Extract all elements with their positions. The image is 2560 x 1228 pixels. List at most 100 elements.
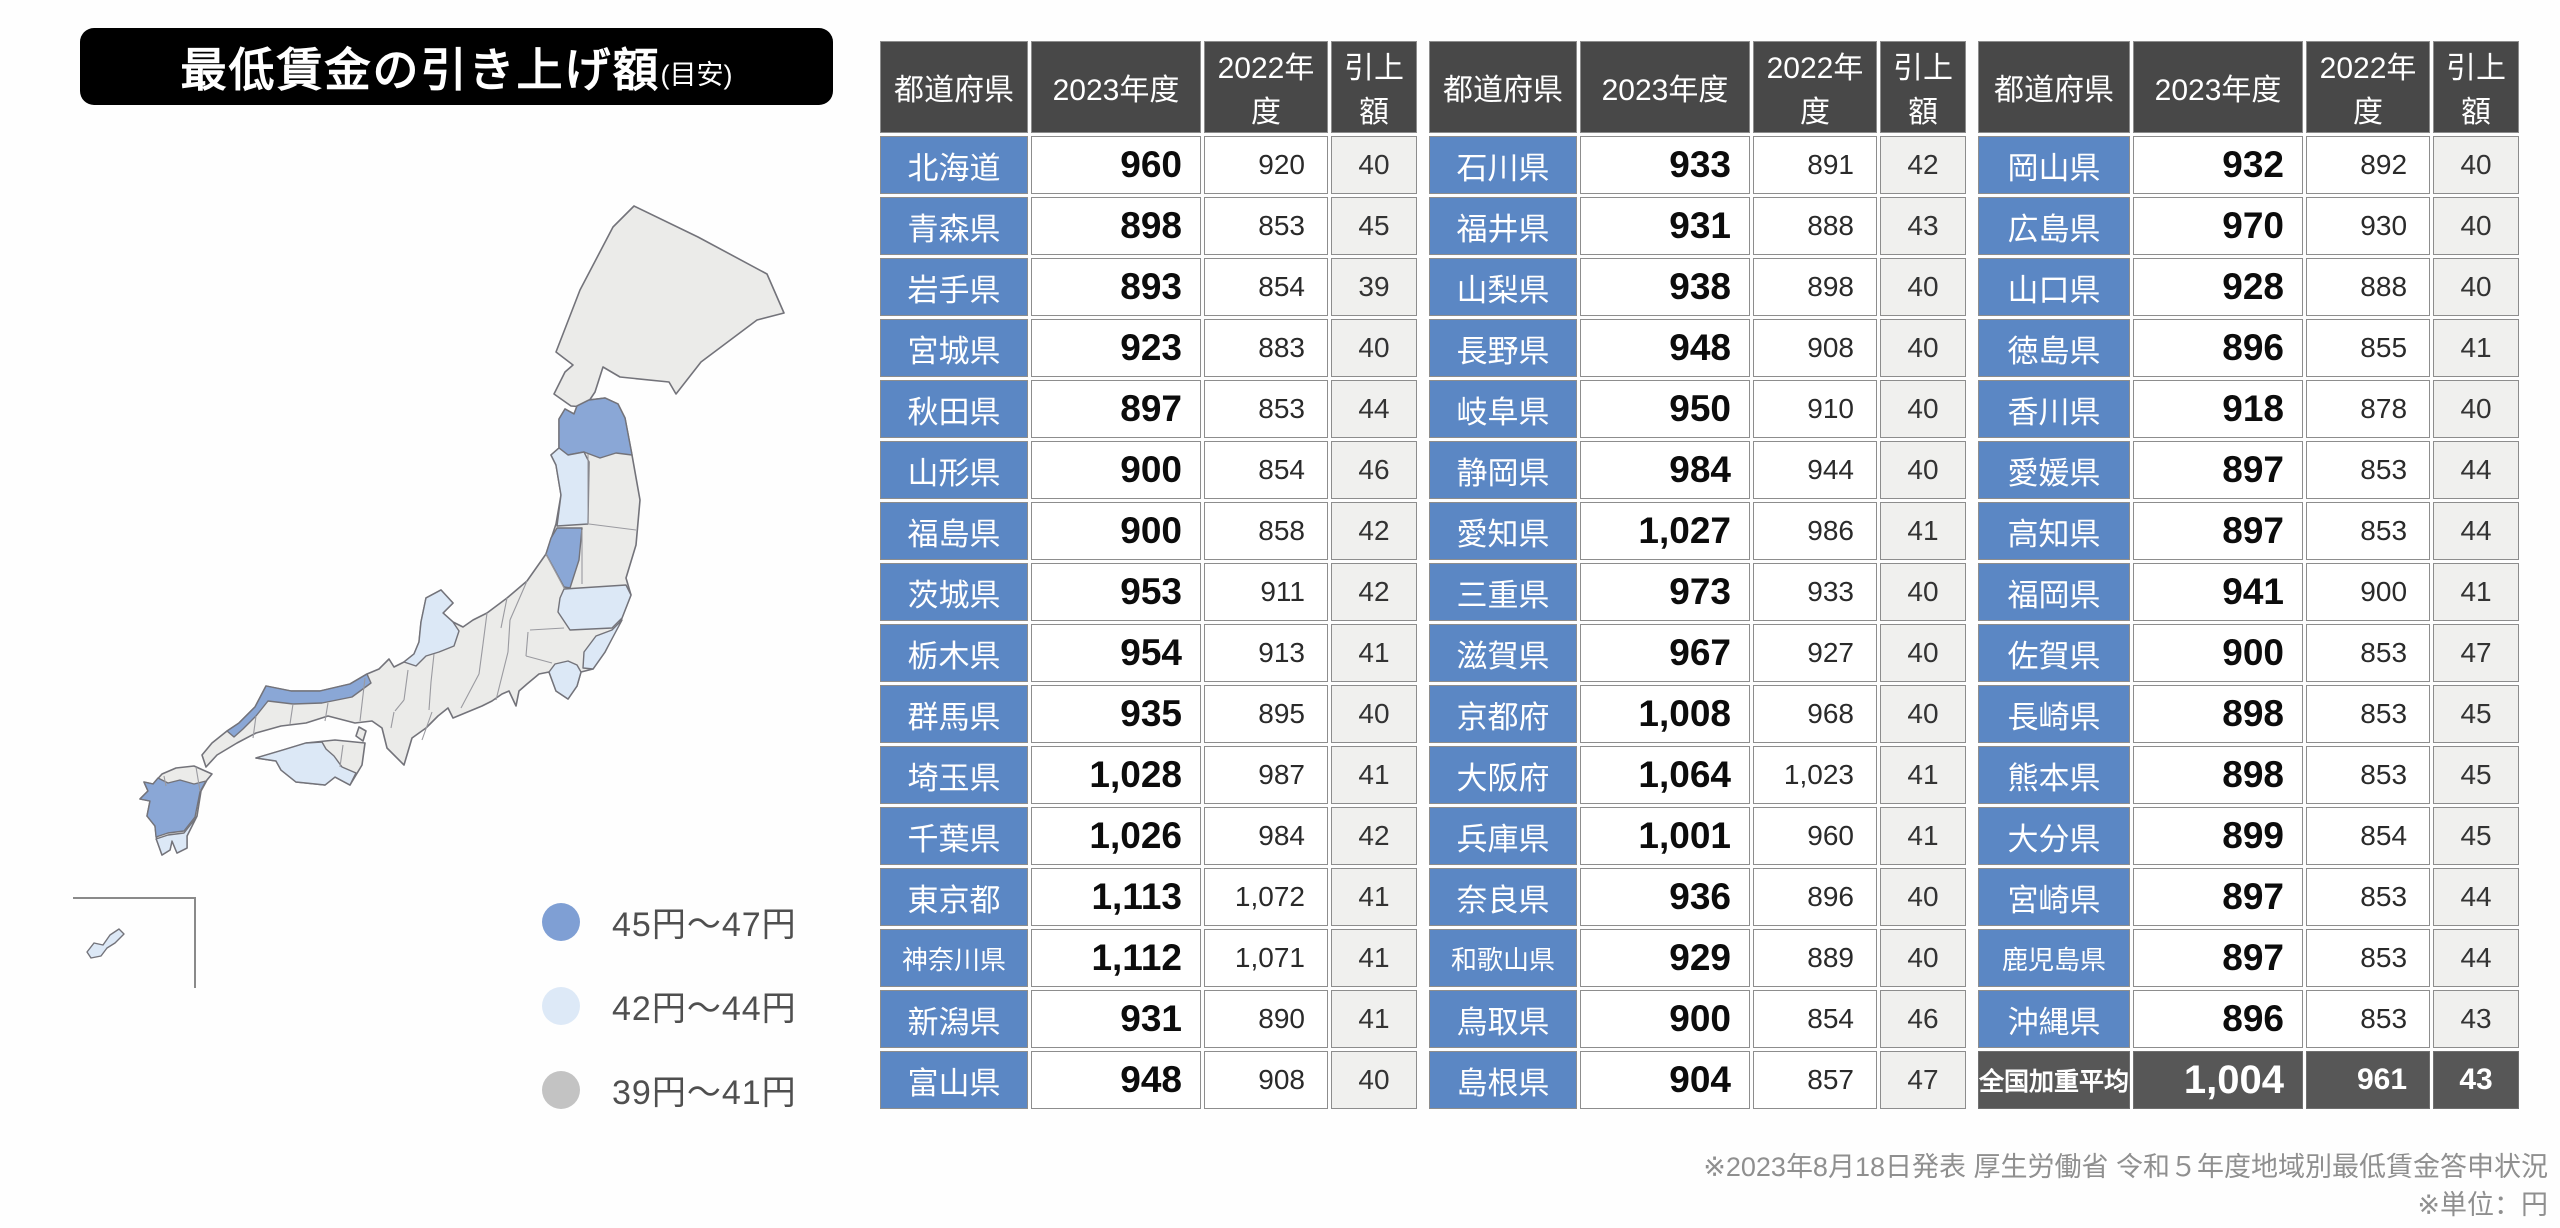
wage-2022-cell: 853	[1204, 197, 1328, 255]
prefecture-cell: 大分県	[1978, 807, 2131, 865]
prefecture-cell: 三重県	[1429, 563, 1577, 621]
increase-cell: 40	[1880, 624, 1966, 682]
wage-2022-cell: 888	[2306, 258, 2431, 316]
header-row: 都道府県 2023年度 2022年度 引上額	[1429, 41, 1966, 133]
wage-2022-cell: 853	[2306, 685, 2431, 743]
wage-2022-cell: 986	[1753, 502, 1877, 560]
prefecture-cell: 福岡県	[1978, 563, 2131, 621]
prefecture-cell: 熊本県	[1978, 746, 2131, 804]
wage-2022-cell: 927	[1753, 624, 1877, 682]
column-header: 都道府県	[880, 41, 1028, 133]
prefecture-cell: 岡山県	[1978, 136, 2131, 194]
legend-label: 45円〜47円	[612, 906, 797, 944]
wage-2022-cell: 910	[1753, 380, 1877, 438]
prefecture-cell: 長崎県	[1978, 685, 2131, 743]
japan-map-svg	[73, 205, 785, 988]
wage-2022-cell: 968	[1753, 685, 1877, 743]
prefecture-cell: 島根県	[1429, 1051, 1577, 1109]
table-row: 愛知県 1,027 986 41	[1429, 502, 1966, 560]
wage-2022-cell: 944	[1753, 441, 1877, 499]
increase-cell: 47	[2433, 624, 2520, 682]
source-note: ※2023年8月18日発表 厚生労働省 令和５年度地域別最低賃金答申状況 ※単位…	[1703, 1148, 2548, 1224]
wage-2023-cell: 928	[2133, 258, 2304, 316]
prefecture-cell: 神奈川県	[880, 929, 1028, 987]
prefecture-cell: 佐賀県	[1978, 624, 2131, 682]
increase-cell: 44	[2433, 502, 2520, 560]
column-header: 都道府県	[1978, 41, 2131, 133]
wage-2022-cell: 960	[1753, 807, 1877, 865]
map-region-chiba	[548, 660, 582, 700]
wage-2022-cell: 898	[1753, 258, 1877, 316]
increase-cell: 40	[1880, 929, 1966, 987]
prefecture-cell: 群馬県	[880, 685, 1028, 743]
wage-2022-cell: 888	[1753, 197, 1877, 255]
table-row: 東京都 1,113 1,072 41	[880, 868, 1417, 926]
wage-2023-cell: 896	[2133, 990, 2304, 1048]
increase-cell: 41	[1880, 502, 1966, 560]
increase-cell: 41	[1331, 746, 1417, 804]
wage-2023-cell: 897	[2133, 929, 2304, 987]
increase-cell: 41	[1880, 746, 1966, 804]
table-row: 島根県 904 857 47	[1429, 1051, 1966, 1109]
table-row: 佐賀県 900 853 47	[1978, 624, 2520, 682]
table-row: 沖縄県 896 853 43	[1978, 990, 2520, 1048]
table-row: 鳥取県 900 854 46	[1429, 990, 1966, 1048]
wage-2023-cell: 967	[1580, 624, 1750, 682]
prefecture-cell: 大阪府	[1429, 746, 1577, 804]
legend-label: 39円〜41円	[612, 1074, 797, 1112]
wage-2023-cell: 941	[2133, 563, 2304, 621]
prefecture-cell: 富山県	[880, 1051, 1028, 1109]
table-row: 茨城県 953 911 42	[880, 563, 1417, 621]
increase-cell: 40	[1880, 868, 1966, 926]
table-row: 宮城県 923 883 40	[880, 319, 1417, 377]
prefecture-cell: 新潟県	[880, 990, 1028, 1048]
prefecture-cell: 兵庫県	[1429, 807, 1577, 865]
wage-2022-cell: 900	[2306, 563, 2431, 621]
header-row: 都道府県 2023年度 2022年度 引上額	[1978, 41, 2520, 133]
wage-2022-cell: 889	[1753, 929, 1877, 987]
increase-cell: 40	[1331, 1051, 1417, 1109]
table-row: 広島県 970 930 40	[1978, 197, 2520, 255]
prefecture-cell: 宮城県	[880, 319, 1028, 377]
table-row: 埼玉県 1,028 987 41	[880, 746, 1417, 804]
map-region-ibaraki	[582, 619, 623, 670]
map-region-ehime-kochi	[255, 741, 357, 786]
page-title: 最低賃金の引き上げ額 (目安)	[80, 28, 833, 105]
increase-cell: 44	[2433, 868, 2520, 926]
legend-color-dot	[542, 986, 580, 1025]
prefecture-cell: 秋田県	[880, 380, 1028, 438]
wage-2023-cell: 898	[1031, 197, 1201, 255]
header-row: 都道府県 2023年度 2022年度 引上額	[880, 41, 1417, 133]
column-header: 引上額	[1331, 41, 1417, 133]
increase-cell: 41	[1331, 624, 1417, 682]
prefecture-cell: 奈良県	[1429, 868, 1577, 926]
map-region-north-kyushu	[139, 777, 207, 838]
table-row: 山口県 928 888 40	[1978, 258, 2520, 316]
wage-2022-cell: 933	[1753, 563, 1877, 621]
wage-2023-cell: 900	[2133, 624, 2304, 682]
increase-cell: 44	[2433, 929, 2520, 987]
wage-2023-cell: 1,008	[1580, 685, 1750, 743]
table-row: 栃木県 954 913 41	[880, 624, 1417, 682]
wage-2022-cell: 853	[2306, 990, 2431, 1048]
prefecture-cell: 高知県	[1978, 502, 2131, 560]
increase-cell: 40	[2433, 258, 2520, 316]
table-row: 福岡県 941 900 41	[1978, 563, 2520, 621]
prefecture-cell: 栃木県	[880, 624, 1028, 682]
wage-2022-cell: 895	[1204, 685, 1328, 743]
increase-cell: 40	[1880, 380, 1966, 438]
table-row: 山形県 900 854 46	[880, 441, 1417, 499]
increase-cell: 46	[1331, 441, 1417, 499]
wage-2022-cell: 961	[2306, 1051, 2431, 1109]
wage-2022-cell: 987	[1204, 746, 1328, 804]
table-row: 秋田県 897 853 44	[880, 380, 1417, 438]
wage-2023-cell: 893	[1031, 258, 1201, 316]
wage-2023-cell: 904	[1580, 1051, 1750, 1109]
wage-2023-cell: 1,112	[1031, 929, 1201, 987]
map-region-tottori-shimane	[226, 673, 372, 738]
prefecture-cell: 福島県	[880, 502, 1028, 560]
wage-2023-cell: 938	[1580, 258, 1750, 316]
increase-cell: 42	[1880, 136, 1966, 194]
wage-2023-cell: 953	[1031, 563, 1201, 621]
